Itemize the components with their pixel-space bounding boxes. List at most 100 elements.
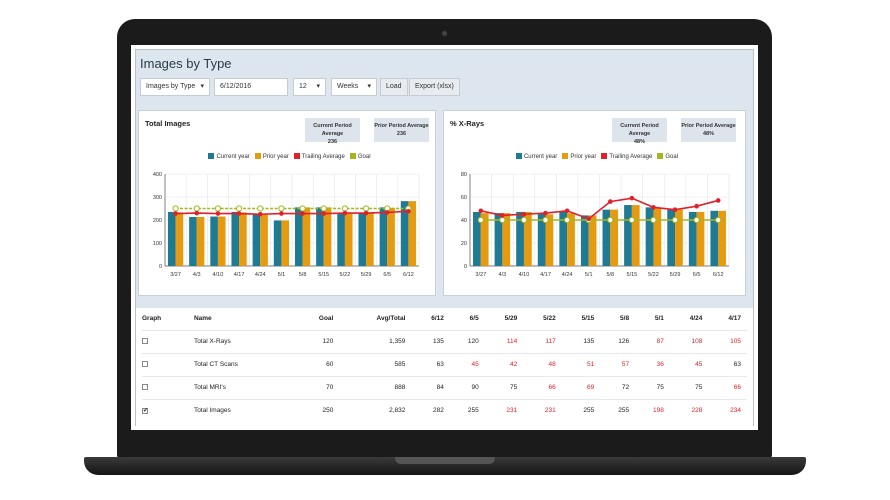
current-year-bar bbox=[379, 207, 388, 266]
prior-year-bar bbox=[344, 213, 353, 266]
legend-swatch bbox=[657, 153, 664, 159]
caret-down-icon: ▾ bbox=[367, 83, 371, 90]
current-year-bar bbox=[537, 213, 546, 266]
value-cell: 105 bbox=[708, 329, 747, 353]
x-tick-label: 4/17 bbox=[234, 272, 245, 278]
value-cell: 117 bbox=[523, 329, 562, 353]
value-cell: 234 bbox=[708, 398, 747, 422]
column-header: 5/8 bbox=[620, 315, 630, 323]
prior-year-bar bbox=[631, 205, 640, 266]
period-select[interactable]: Weeks ▾ bbox=[331, 78, 377, 96]
chart-legend: Current year Prior year Trailing Average Go… bbox=[139, 153, 435, 160]
chart-legend: Current year Prior year Trailing Average Go… bbox=[444, 153, 745, 160]
dashboard: Images by Type Images by Type ▾ 6/12/2016… bbox=[135, 49, 754, 426]
laptop-notch bbox=[395, 457, 495, 464]
goal-point bbox=[607, 216, 614, 224]
value-cell: 66 bbox=[708, 375, 747, 399]
current-year-bar bbox=[294, 207, 303, 266]
trailing-average-point bbox=[715, 198, 721, 203]
x-tick-label: 5/22 bbox=[340, 272, 351, 278]
prior-period-average: Prior Period Average 236 bbox=[374, 118, 429, 142]
prior-year-bar bbox=[523, 211, 532, 266]
chart-svg: 0 20 40 60 80 3/27 4/3 4/10 4/17 4/24 5/1 5/8 5/15 5/… bbox=[461, 172, 730, 278]
trailing-average-point bbox=[257, 211, 263, 217]
legend-label: Current year bbox=[523, 154, 558, 160]
legend-swatch bbox=[562, 153, 569, 159]
graph-checkbox[interactable] bbox=[142, 360, 148, 367]
current-year-bar bbox=[494, 213, 503, 266]
column-header: 5/22 bbox=[543, 315, 556, 323]
prior-year-bar bbox=[239, 212, 247, 266]
column-header: 5/29 bbox=[504, 315, 518, 323]
goal-point bbox=[320, 205, 327, 212]
caret-down-icon: ▾ bbox=[200, 83, 204, 90]
xrays-panel: % X-Rays Current Period Average 48% Prior… bbox=[443, 110, 746, 296]
current-year-bar bbox=[167, 211, 176, 266]
goal-point bbox=[499, 216, 506, 224]
value-cell: 63 bbox=[708, 352, 747, 376]
goal-point bbox=[362, 205, 370, 212]
prior-year-bar bbox=[696, 211, 705, 266]
legend-label: Trailing Average bbox=[609, 154, 653, 160]
graph-checkbox[interactable]: ✔ bbox=[142, 408, 149, 415]
load-button[interactable]: Load bbox=[380, 78, 408, 96]
value-cell: 87 bbox=[635, 329, 670, 353]
legend-swatch bbox=[254, 153, 261, 159]
prior-period-average: Prior Period Average 48% bbox=[681, 118, 736, 142]
current-year-bar bbox=[667, 209, 676, 266]
value-cell: 51 bbox=[561, 352, 601, 376]
trailing-average-point bbox=[406, 208, 411, 214]
value-cell: 84 bbox=[411, 375, 450, 399]
prior-year-bar bbox=[260, 213, 268, 266]
current-year-bar bbox=[624, 205, 632, 266]
column-header: Avg/Total bbox=[376, 315, 406, 323]
goal-cell: 120 bbox=[297, 329, 340, 353]
value-cell: 255 bbox=[561, 398, 601, 422]
x-tick-label: 5/29 bbox=[670, 272, 681, 278]
data-table-panel: Graph Name Goal Avg/Total 6/12 6/5 5/29 5/22 5/1… bbox=[136, 308, 753, 426]
date-input[interactable]: 6/12/2016 bbox=[214, 78, 288, 96]
value-cell: 72 bbox=[600, 375, 636, 399]
caret-down-icon: ▾ bbox=[316, 83, 320, 90]
page-title: Images by Type bbox=[140, 56, 232, 71]
total-cell: 1,359 bbox=[339, 329, 412, 353]
avg-value: 48% bbox=[633, 139, 645, 145]
x-tick-label: 4/17 bbox=[540, 272, 551, 278]
value-cell: 75 bbox=[669, 375, 709, 399]
value-cell: 231 bbox=[484, 398, 524, 422]
prior-year-bar bbox=[323, 207, 332, 266]
value-cell: 63 bbox=[411, 352, 450, 376]
goal-point bbox=[477, 216, 484, 224]
trailing-average-point bbox=[694, 203, 699, 209]
goal-point bbox=[341, 205, 349, 212]
value-cell: 120 bbox=[449, 329, 485, 353]
y-tick-label: 100 bbox=[153, 241, 162, 247]
current-year-bar bbox=[358, 212, 367, 266]
goal-point bbox=[257, 205, 264, 212]
goal-point bbox=[671, 216, 679, 224]
x-tick-label: 4/3 bbox=[499, 272, 507, 278]
report-select[interactable]: Images by Type ▾ bbox=[140, 78, 210, 96]
count-select-value: 12 bbox=[299, 83, 307, 90]
column-header: 5/1 bbox=[654, 315, 664, 323]
period-select-value: Weeks bbox=[337, 83, 359, 90]
graph-checkbox[interactable] bbox=[142, 383, 148, 390]
avg-value: 236 bbox=[327, 139, 338, 145]
export-button[interactable]: Export (xlsx) bbox=[409, 78, 460, 96]
trailing-average-point bbox=[500, 213, 505, 218]
trailing-average-point bbox=[173, 211, 178, 216]
prior-year-bar bbox=[480, 213, 489, 266]
graph-checkbox[interactable] bbox=[142, 337, 148, 344]
column-header: Graph bbox=[142, 315, 162, 323]
x-tick-label: 3/27 bbox=[170, 272, 181, 278]
value-cell: 90 bbox=[449, 375, 485, 399]
x-tick-label: 6/5 bbox=[383, 272, 391, 278]
count-select[interactable]: 12 ▾ bbox=[293, 78, 326, 96]
prior-year-bar bbox=[567, 213, 575, 266]
trailing-average-line bbox=[175, 210, 409, 216]
prior-year-bar bbox=[217, 216, 226, 266]
graph-cell bbox=[142, 352, 194, 376]
legend-label: Goal bbox=[665, 154, 679, 160]
value-cell: 282 bbox=[411, 398, 450, 422]
legend-label: Trailing Average bbox=[301, 154, 345, 160]
